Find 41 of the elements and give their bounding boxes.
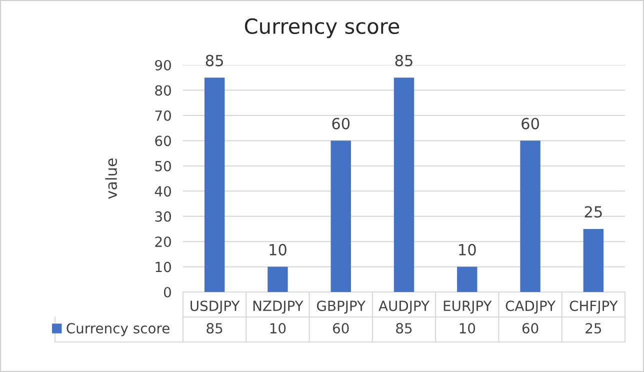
bar [268,266,288,292]
y-tick-label: 10 [156,262,171,272]
data-label: 10 [460,323,476,334]
data-label: 85 [206,323,222,334]
legend-label: Currency score [66,323,170,336]
data-label: 25 [586,323,602,334]
x-tick-label: CHFJPY [570,300,618,314]
bar [330,140,351,292]
annotation: 85 [206,54,223,66]
annotation: 60 [332,118,350,130]
y-tick-label: 60 [155,136,171,146]
y-tick-label: 70 [155,110,171,121]
bar [520,140,540,292]
chart-title: Currency score [244,18,400,38]
x-tick-label: GBPJPY [316,300,366,314]
x-tick-label: CADJPY [506,300,556,314]
annotation: 85 [395,54,412,66]
annotation: 60 [522,118,539,130]
bar [457,266,478,292]
data-label: 60 [522,323,538,334]
annotation: 25 [584,206,602,218]
y-tick-label: 50 [155,160,171,172]
y-tick-label: 20 [155,236,171,248]
y-tick-label: 30 [155,211,171,222]
x-tick-label: AUDJPY [378,300,430,314]
y-tick-label: 80 [155,85,171,96]
bar [394,78,414,292]
x-tick-label: USDJPY [190,300,240,314]
bar [583,228,604,292]
bar [204,78,225,292]
y-tick-label: 0 [164,286,171,298]
y-axis-title: value [105,158,118,199]
x-tick-label: NZDJPY [253,300,304,314]
y-tick-label: 40 [154,186,171,197]
data-label: 60 [332,323,349,334]
data-label: 10 [270,323,286,334]
y-tick-label: 90 [155,60,171,70]
data-label: 85 [396,323,412,334]
x-tick-label: EURJPY [444,300,492,314]
annotation: 10 [270,244,286,256]
annotation: 10 [459,244,476,256]
